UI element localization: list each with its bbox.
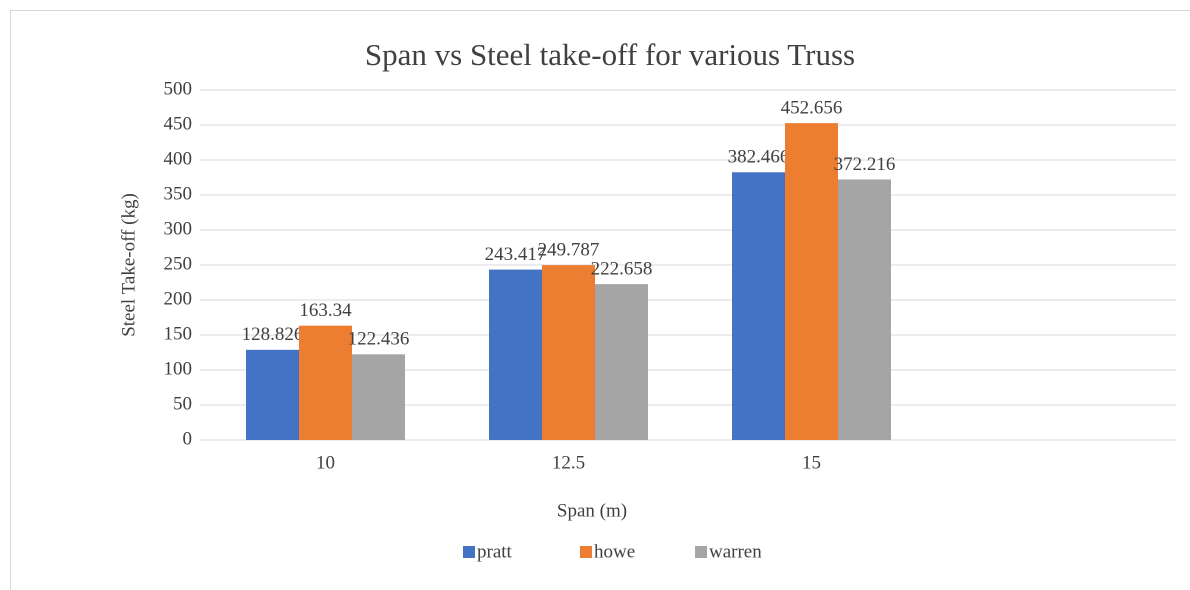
legend-label: howe <box>594 541 635 562</box>
y-tick-label: 50 <box>173 393 192 414</box>
y-tick-label: 300 <box>164 218 193 239</box>
y-axis-label: Steel Take-off (kg) <box>118 193 139 337</box>
bar <box>246 349 299 440</box>
data-label: 128.826 <box>242 324 304 345</box>
y-tick-label: 100 <box>164 358 193 379</box>
bar <box>732 172 785 440</box>
legend-swatch <box>695 546 707 558</box>
legend-swatch <box>580 546 592 558</box>
y-tick-label: 400 <box>164 148 193 169</box>
data-label: 222.658 <box>591 258 653 279</box>
bar <box>299 325 352 440</box>
y-tick-label: 250 <box>164 253 193 274</box>
legend-swatch <box>463 546 475 558</box>
data-label: 163.34 <box>299 300 352 321</box>
bar <box>352 354 405 440</box>
x-tick-label: 10 <box>316 452 335 473</box>
bar <box>785 123 838 440</box>
data-label: 382.466 <box>728 147 790 168</box>
y-tick-label: 150 <box>164 323 193 344</box>
bar <box>542 265 595 440</box>
bar <box>595 284 648 440</box>
data-label: 452.656 <box>781 98 843 119</box>
bar <box>489 269 542 440</box>
y-tick-label: 0 <box>183 428 193 449</box>
x-tick-label: 15 <box>802 452 821 473</box>
chart-title: Span vs Steel take-off for various Truss <box>365 37 855 72</box>
y-tick-label: 500 <box>164 78 193 99</box>
data-label: 122.436 <box>348 329 410 350</box>
y-tick-label: 350 <box>164 183 193 204</box>
x-axis-label: Span (m) <box>557 500 627 521</box>
y-tick-label: 200 <box>164 288 193 309</box>
data-label: 243.417 <box>485 244 547 265</box>
legend-label: pratt <box>477 541 513 562</box>
bar <box>838 179 891 441</box>
x-tick-label: 12.5 <box>552 452 585 473</box>
data-label: 249.787 <box>538 240 600 261</box>
data-label: 372.216 <box>834 154 896 175</box>
y-tick-label: 450 <box>164 113 193 134</box>
legend-label: warren <box>709 541 762 562</box>
